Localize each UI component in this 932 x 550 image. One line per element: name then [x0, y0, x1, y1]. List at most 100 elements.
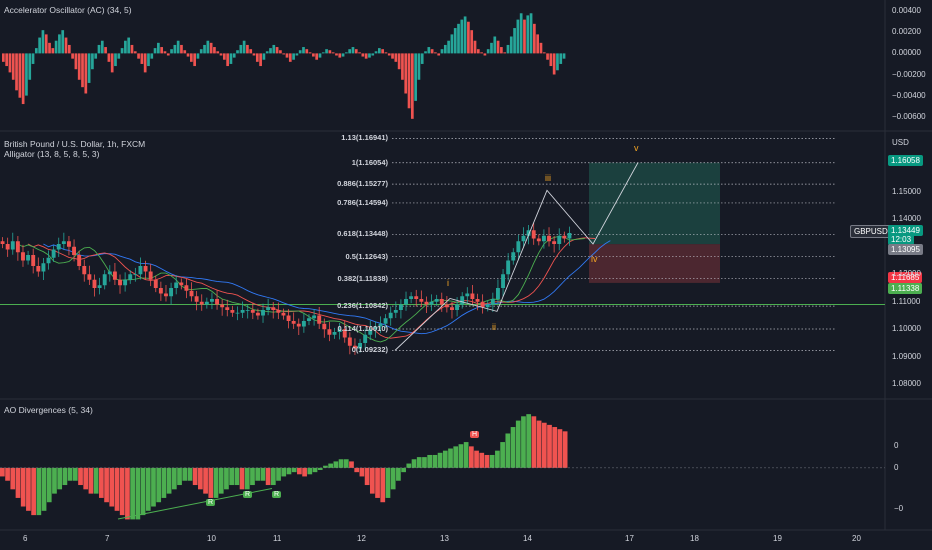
x-axis-tick: 6 [23, 534, 28, 543]
ac-bar [549, 53, 553, 67]
wave-label-i: i [447, 277, 449, 288]
ac-bar [213, 47, 216, 54]
ac-bar [226, 53, 229, 67]
ac-bar [526, 15, 530, 54]
candle-body [41, 263, 46, 272]
ao-bar [270, 467, 276, 486]
ac-bar [242, 40, 246, 54]
candle-body [240, 310, 245, 313]
ac-bar [414, 53, 417, 101]
ac-bar [559, 53, 563, 64]
wave-label-iii: iii [545, 173, 551, 184]
ao-bar [349, 461, 354, 468]
fib-level-label: 0.236(1.10842) [337, 301, 388, 311]
candle-body [490, 299, 495, 305]
ao-bar [427, 454, 433, 468]
candle-body [383, 318, 388, 324]
candle-body [286, 315, 291, 321]
ao-bar [83, 467, 89, 490]
ac-bar [401, 53, 404, 80]
ac-bar [546, 53, 549, 60]
ac-bar [147, 53, 150, 67]
ao-bar [5, 467, 10, 481]
ao-bar [338, 459, 344, 468]
ac-bar [124, 40, 127, 54]
price-y-tick: 1.08000 [892, 379, 921, 389]
ac-bar [157, 42, 160, 54]
ao-bar [432, 454, 438, 468]
countdown-tag: 12:03 [888, 234, 915, 245]
ac-bar [473, 40, 477, 54]
ac-y-tick: −0.00400 [892, 90, 926, 100]
ac-bar [417, 53, 421, 80]
candle-body [138, 266, 143, 275]
ac-bar [427, 47, 431, 54]
ao-bar [119, 467, 125, 516]
ao-bar [93, 467, 99, 494]
ao-bar [161, 467, 167, 498]
ao-bar [239, 467, 245, 490]
candle-body [373, 326, 378, 330]
ac-bar [430, 49, 434, 54]
ac-bar [229, 53, 233, 64]
fib-level-label: 0.786(1.14594) [337, 197, 388, 207]
ac-bar [308, 52, 312, 54]
ac-bar [371, 53, 375, 56]
candle-body [189, 290, 194, 297]
ac-bar [533, 23, 536, 54]
candle-body [327, 329, 332, 335]
candle-body [429, 301, 434, 305]
candle-body [235, 312, 240, 314]
entry-price-tag: 1.13095 [888, 244, 923, 255]
candle-body [301, 321, 306, 327]
ao-bar [463, 442, 469, 468]
last-price-tag: 1.13449 [888, 225, 923, 236]
ao-bar [187, 467, 193, 481]
ac-bar [127, 37, 131, 54]
candle-body [455, 304, 460, 310]
ac-bar [516, 19, 520, 54]
ac-bar [298, 50, 302, 54]
candle-body [460, 296, 465, 305]
candle-body [470, 293, 475, 299]
ao-bar [151, 467, 156, 507]
x-axis-tick: 7 [105, 534, 110, 543]
ao-bar [114, 467, 120, 511]
ac-bar [318, 53, 322, 58]
ac-bar [38, 37, 41, 54]
ac-y-tick: 0.00000 [892, 48, 921, 58]
ao-bar [135, 467, 141, 520]
ao-bar [156, 467, 162, 503]
candle-body [204, 301, 209, 305]
candle-body [409, 296, 414, 299]
ac-bar [265, 51, 269, 54]
ao-bar [422, 457, 427, 468]
symbol-title[interactable]: British Pound / U.S. Dollar, 1h, FXCM [4, 139, 146, 149]
ac-bar [140, 53, 144, 64]
ac-bar [199, 49, 203, 54]
ac-bar [209, 42, 213, 54]
ac-bar [384, 52, 388, 54]
ao-bar [52, 467, 57, 494]
x-axis-tick: 18 [690, 534, 699, 543]
ao-bar [541, 422, 547, 468]
ac-pane-title: Accelerator Oscillator (AC) (34, 5) [4, 5, 132, 15]
ao-bar [442, 450, 448, 468]
candle-body [388, 312, 393, 319]
ac-bar [170, 49, 173, 54]
x-axis-tick: 11 [273, 534, 282, 543]
ac-bar [506, 44, 510, 54]
ac-bar [28, 53, 32, 80]
ao-bar [20, 467, 26, 507]
candle-body [501, 274, 506, 288]
candle-body [450, 307, 454, 310]
x-axis-tick: 19 [773, 534, 782, 543]
candle-body [424, 301, 429, 305]
candle-body [312, 315, 317, 319]
alligator-title[interactable]: Alligator (13, 8, 5, 8, 5, 3) [4, 149, 100, 159]
ao-bar [182, 467, 188, 481]
ac-bar [345, 52, 348, 54]
candle-body [143, 266, 148, 272]
ao-bar [130, 467, 135, 520]
